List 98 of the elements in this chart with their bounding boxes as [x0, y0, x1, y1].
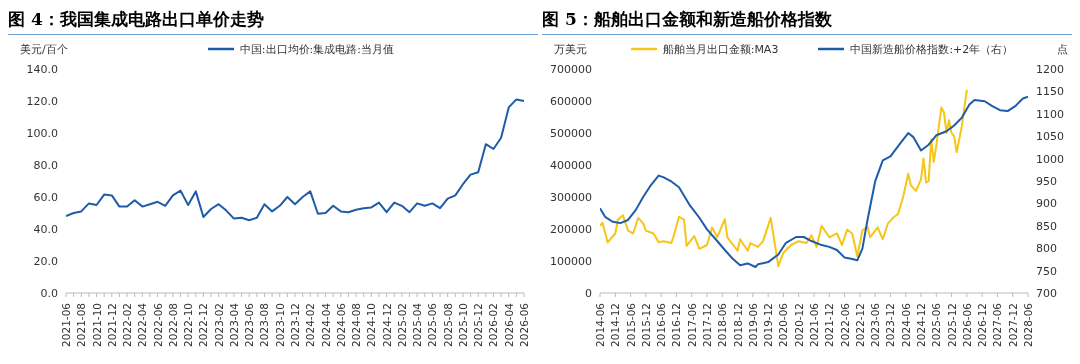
y2-tick-label: 800	[1036, 242, 1057, 256]
x-tick-label: 2018-12	[731, 303, 744, 347]
line-series	[66, 98, 524, 222]
x-tick-label: 2024-10	[365, 303, 378, 347]
y-tick-label: 120.0	[26, 94, 58, 108]
x-tick-label: 2022-08	[166, 303, 179, 347]
x-tick-label: 2027-12	[1006, 303, 1019, 347]
x-tick-label: 2021-10	[90, 303, 103, 347]
x-tick-label: 2015-12	[639, 303, 652, 347]
y2-tick-label: 1100	[1036, 107, 1064, 121]
y-tick-label: 300000	[550, 190, 592, 204]
x-tick-label: 2021-12	[105, 303, 118, 347]
x-tick-label: 2024-02	[304, 303, 317, 347]
x-tick-label: 2026-04	[502, 302, 515, 347]
x-tick-label: 2025-08	[441, 303, 454, 347]
y-tick-label: 600000	[550, 94, 592, 108]
x-tick-label: 2017-12	[701, 303, 713, 347]
y-tick-label: 140.0	[26, 62, 58, 76]
y2-tick-label: 900	[1036, 197, 1057, 211]
y2-tick-label: 1200	[1036, 62, 1064, 76]
chart-title: 图 5：船舶出口金额和新造船价格指数	[542, 8, 1072, 35]
x-tick-label: 2026-06	[518, 302, 530, 347]
x-tick-label: 2023-12	[884, 303, 897, 347]
x-tick-label: 2022-02	[121, 303, 134, 347]
x-tick-label: 2021-06	[808, 302, 820, 347]
y-tick-label: 60.0	[33, 190, 58, 204]
y2-tick-label: 950	[1036, 174, 1057, 188]
x-tick-label: 2026-02	[487, 303, 500, 347]
y-tick-label: 500000	[550, 126, 592, 140]
x-tick-label: 2023-10	[273, 303, 286, 347]
y2-tick-label: 700	[1036, 286, 1057, 300]
x-tick-label: 2014-12	[609, 303, 622, 347]
x-tick-label: 2024-06	[334, 302, 347, 347]
x-tick-label: 2022-06	[838, 302, 851, 347]
x-tick-label: 2022-12	[853, 303, 866, 347]
y2-tick-label: 1050	[1036, 130, 1064, 144]
x-tick-label: 2018-06	[716, 302, 729, 347]
x-tick-label: 2025-12	[472, 303, 485, 347]
y-tick-label: 200000	[550, 222, 592, 236]
x-tick-label: 2024-12	[380, 303, 393, 347]
x-tick-label: 2025-06	[426, 302, 439, 347]
chart-title: 图 4：我国集成电路出口单价走势	[8, 8, 538, 35]
y-tick-label: 100.0	[26, 126, 58, 140]
legend-label: 船舶当月出口金额:MA3	[662, 41, 779, 57]
x-tick-label: 2025-10	[456, 303, 469, 347]
x-tick-label: 2020-06	[777, 302, 790, 347]
x-tick-label: 2025-02	[395, 303, 408, 347]
x-tick-label: 2019-06	[746, 302, 759, 347]
x-tick-label: 2024-08	[350, 303, 363, 347]
x-tick-label: 2023-06	[869, 302, 882, 347]
x-tick-label: 2014-06	[594, 302, 606, 347]
x-tick-label: 2028-06	[1022, 302, 1034, 347]
x-tick-label: 2022-12	[197, 303, 210, 347]
y-axis-title: 万美元	[554, 41, 587, 57]
x-tick-label: 2025-06	[930, 302, 943, 347]
x-tick-label: 2016-06	[655, 302, 668, 347]
x-tick-label: 2020-12	[792, 303, 805, 347]
y-axis-title: 美元/百个	[20, 41, 68, 57]
x-tick-label: 2024-12	[915, 303, 927, 347]
line-series	[600, 95, 1028, 269]
x-tick-label: 2026-06	[960, 302, 973, 347]
y-tick-label: 700000	[550, 62, 592, 76]
x-tick-label: 2021-08	[75, 303, 88, 347]
y-tick-label: 20.0	[33, 254, 58, 268]
legend-label: 中国:出口均价:集成电路:当月值	[239, 41, 394, 57]
y-tick-label: 400000	[550, 158, 592, 172]
x-tick-label: 2022-10	[182, 303, 195, 347]
x-tick-label: 2019-12	[762, 303, 775, 347]
y2-tick-label: 1150	[1036, 85, 1064, 99]
x-tick-label: 2023-08	[258, 303, 271, 347]
y-tick-label: 80.0	[33, 158, 58, 172]
x-tick-label: 2016-12	[670, 303, 683, 347]
y-tick-label: 100000	[550, 254, 592, 268]
x-tick-label: 2025-12	[945, 303, 958, 347]
x-tick-label: 2027-06	[991, 302, 1004, 347]
x-tick-label: 2026-12	[976, 303, 989, 347]
y-tick-label: 0	[585, 286, 592, 300]
x-tick-label: 2017-06	[685, 302, 698, 347]
y-tick-label: 0.0	[40, 286, 58, 300]
y-tick-label: 40.0	[33, 222, 58, 236]
x-tick-label: 2023-12	[289, 303, 301, 347]
x-tick-label: 2022-04	[136, 302, 149, 347]
y2-tick-label: 850	[1036, 219, 1057, 233]
x-tick-label: 2015-06	[624, 302, 637, 347]
x-tick-label: 2021-12	[823, 303, 836, 347]
x-tick-label: 2024-04	[319, 302, 332, 347]
y2-axis-title: 点	[1057, 41, 1068, 57]
x-tick-label: 2023-04	[227, 302, 240, 347]
x-tick-label: 2025-04	[411, 302, 424, 347]
x-tick-label: 2023-06	[243, 302, 256, 347]
legend-label: 中国新造船价格指数:+2年（右）	[850, 41, 1014, 57]
y2-tick-label: 750	[1036, 264, 1057, 278]
x-tick-label: 2022-06	[151, 302, 164, 347]
x-tick-label: 2023-02	[212, 303, 225, 347]
x-tick-label: 2021-06	[60, 302, 72, 347]
y2-tick-label: 1000	[1036, 152, 1064, 166]
line-series	[600, 88, 968, 268]
x-tick-label: 2024-06	[899, 302, 912, 347]
